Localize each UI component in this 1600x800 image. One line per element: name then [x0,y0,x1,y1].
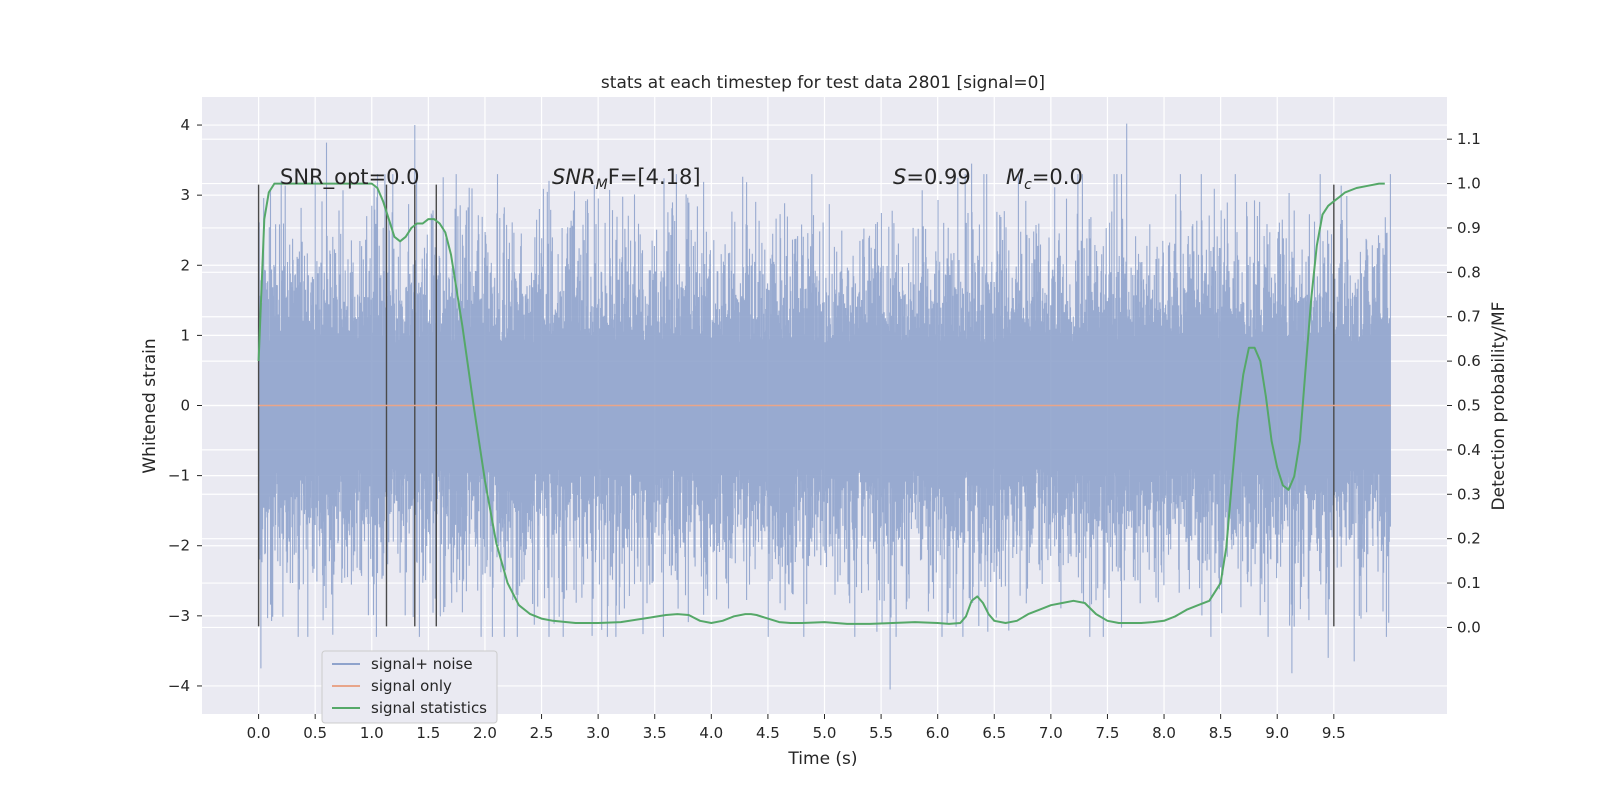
x-tick-label: 8.0 [1152,724,1176,742]
x-tick-label: 7.0 [1039,724,1063,742]
x-tick-label: 2.5 [530,724,554,742]
annotation-mc-sub: c [1024,177,1032,193]
x-tick-label: 6.5 [982,724,1006,742]
annotation-snr-opt: SNR_opt=0.0 [280,165,420,190]
y-tick-label: −4 [168,677,190,695]
x-tick-label: 8.5 [1209,724,1233,742]
y-tick-label: 1 [180,326,190,344]
right-tick-label: 0.9 [1457,219,1481,237]
annotation-s: S=0.99 [893,165,971,189]
x-tick-label: 1.0 [360,724,384,742]
right-tick-label: 0.2 [1457,530,1481,548]
annotation-s-val: =0.99 [906,165,970,189]
y-axis-label: Whitened strain [140,338,160,473]
right-tick-label: 0.3 [1457,485,1481,503]
legend: signal+ noise signal only signal statist… [321,650,498,724]
chart-title: stats at each timestep for test data 280… [601,73,1045,93]
legend-label-statistics: signal statistics [371,699,487,717]
legend-box [321,650,498,724]
x-tick-label: 0.5 [303,724,327,742]
x-tick-label: 9.0 [1265,724,1289,742]
right-tick-label: 1.0 [1457,175,1481,193]
signal-statistics-series [257,182,1385,625]
x-tick-label: 3.0 [586,724,610,742]
annotation-snr-mf-tail: F=[4.18] [608,165,701,189]
y-tick-label: 3 [180,186,190,204]
right-tick-label: 0.0 [1457,618,1481,636]
x-tick-label: 0.0 [247,724,271,742]
right-axis-label: Detection probability/MF [1489,302,1509,511]
right-tick-label: 0.5 [1457,397,1481,415]
right-tick-label: 1.1 [1457,130,1481,148]
annotation-mc-var: M [1006,165,1024,189]
right-tick-label: 0.6 [1457,352,1481,370]
x-tick-label: 4.5 [756,724,780,742]
y-tick-label: 0 [180,397,190,415]
x-tick-label: 1.5 [416,724,440,742]
y-tick-label: −2 [168,537,190,555]
annotation-mc-val: =0.0 [1032,165,1083,189]
x-tick-label: 5.5 [869,724,893,742]
right-tick-label: 0.1 [1457,574,1481,592]
x-tick-label: 6.0 [926,724,950,742]
right-tick-label: 0.8 [1457,263,1481,281]
x-tick-label: 5.0 [813,724,837,742]
legend-label-noise: signal+ noise [371,655,473,673]
annotation-snr-mf: SNRMF=[4.18] [552,165,701,193]
annotation-mc: Mc=0.0 [1006,165,1083,193]
signal-statistics-line [257,182,1385,625]
y-axis-ticks: 4 3 2 1 0 −1 −2 −3 −4 [168,116,202,695]
y-tick-label: −3 [168,607,190,625]
right-axis-ticks: 1.1 1.0 0.9 0.8 0.7 0.6 0.5 0.4 0.3 0.2 0.1 0.0 [1447,130,1481,636]
x-tick-label: 9.5 [1322,724,1346,742]
annotation-snr-mf-sub: M [596,177,608,193]
annotation-s-var: S [893,165,906,189]
right-tick-label: 0.7 [1457,308,1481,326]
x-axis-ticks: 0.0 0.5 1.0 1.5 2.0 2.5 3.0 3.5 4.0 4.5 5.0 5.5 6.0 6… [247,714,1346,742]
x-tick-label: 7.5 [1096,724,1120,742]
right-tick-label: 0.4 [1457,441,1481,459]
y-tick-label: 2 [180,256,190,274]
annotation-snr-mf-base: SNR [552,165,596,189]
x-axis-label: Time (s) [787,749,857,769]
x-tick-label: 3.5 [643,724,667,742]
y-tick-label: 4 [180,116,190,134]
y-tick-label: −1 [168,467,190,485]
legend-label-signal: signal only [371,677,452,695]
x-tick-label: 4.0 [699,724,723,742]
x-tick-label: 2.0 [473,724,497,742]
